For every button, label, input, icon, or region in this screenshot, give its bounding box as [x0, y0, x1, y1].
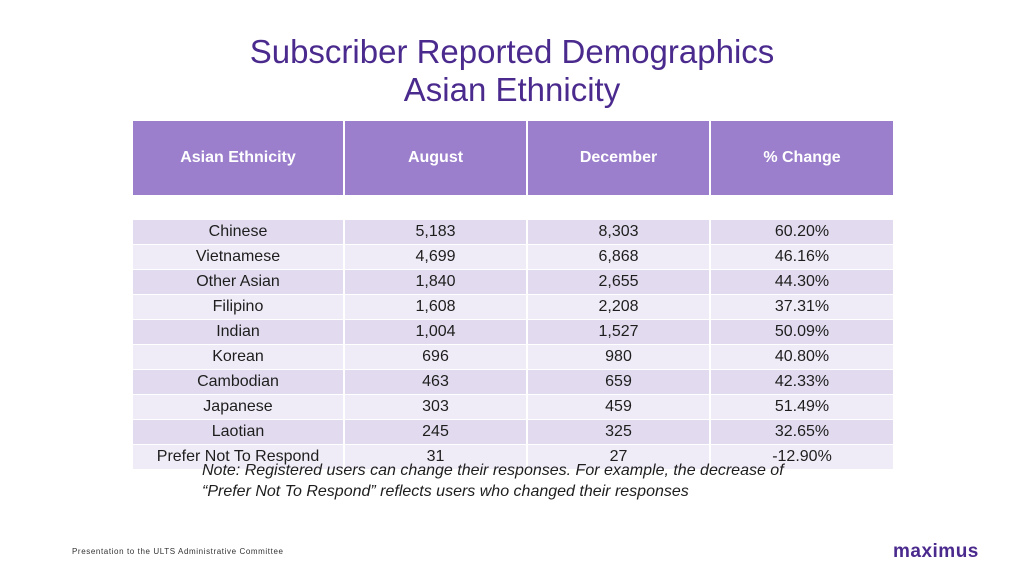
table-note: Note: Registered users can change their … [202, 460, 882, 502]
cell-change: 40.80% [711, 345, 893, 370]
cell-december: 27 [528, 445, 709, 470]
cell-december: 659 [528, 370, 709, 395]
ethnicity-table: Asian Ethnicity August December % Change… [131, 121, 895, 470]
cell-december: 459 [528, 395, 709, 420]
column-header-december: December [528, 121, 709, 195]
cell-december: 6,868 [528, 245, 709, 270]
cell-change: 32.65% [711, 420, 893, 445]
cell-ethnicity: Korean [133, 345, 343, 370]
cell-change: 51.49% [711, 395, 893, 420]
slide-title-line1: Subscriber Reported Demographics [249, 33, 775, 70]
cell-december: 2,208 [528, 295, 709, 320]
cell-ethnicity: Filipino [133, 295, 343, 320]
cell-change: 50.09% [711, 320, 893, 345]
cell-ethnicity: Japanese [133, 395, 343, 420]
column-header-change: % Change [711, 121, 893, 195]
table-row: Prefer Not To Respond 31 27 -12.90% [133, 445, 893, 470]
cell-august: 1,608 [345, 295, 526, 320]
cell-change: -12.90% [711, 445, 893, 470]
cell-december: 1,527 [528, 320, 709, 345]
table-header-row: Asian Ethnicity August December % Change [133, 121, 893, 195]
cell-ethnicity: Other Asian [133, 270, 343, 295]
cell-august: 1,004 [345, 320, 526, 345]
cell-ethnicity: Laotian [133, 420, 343, 445]
table-row: Filipino 1,608 2,208 37.31% [133, 295, 893, 320]
cell-change: 46.16% [711, 245, 893, 270]
slide-title: Subscriber Reported Demographics Asian E… [0, 33, 1024, 109]
column-header-ethnicity: Asian Ethnicity [133, 121, 343, 195]
footer-presentation-text: Presentation to the ULTS Administrative … [72, 547, 284, 556]
cell-ethnicity: Vietnamese [133, 245, 343, 270]
table-row: Cambodian 463 659 42.33% [133, 370, 893, 395]
cell-december: 8,303 [528, 220, 709, 245]
cell-august: 696 [345, 345, 526, 370]
note-line2: “Prefer Not To Respond” reflects users w… [202, 483, 689, 500]
cell-august: 463 [345, 370, 526, 395]
table-row: Japanese 303 459 51.49% [133, 395, 893, 420]
cell-august: 5,183 [345, 220, 526, 245]
cell-ethnicity: Prefer Not To Respond [133, 445, 343, 470]
cell-ethnicity: Chinese [133, 220, 343, 245]
note-line1: Note: Registered users can change their … [202, 462, 784, 479]
cell-ethnicity: Cambodian [133, 370, 343, 395]
cell-change: 42.33% [711, 370, 893, 395]
cell-december: 2,655 [528, 270, 709, 295]
table-row: Vietnamese 4,699 6,868 46.16% [133, 245, 893, 270]
table-row: Other Asian 1,840 2,655 44.30% [133, 270, 893, 295]
table-row: Korean 696 980 40.80% [133, 345, 893, 370]
slide-title-line2: Asian Ethnicity [403, 71, 621, 108]
cell-change: 44.30% [711, 270, 893, 295]
cell-august: 303 [345, 395, 526, 420]
cell-change: 60.20% [711, 220, 893, 245]
table-row: Laotian 245 325 32.65% [133, 420, 893, 445]
cell-december: 325 [528, 420, 709, 445]
cell-august: 245 [345, 420, 526, 445]
maximus-logo: maximus [893, 541, 979, 562]
column-header-august: August [345, 121, 526, 195]
table-row: Indian 1,004 1,527 50.09% [133, 320, 893, 345]
cell-august: 31 [345, 445, 526, 470]
cell-august: 4,699 [345, 245, 526, 270]
cell-august: 1,840 [345, 270, 526, 295]
cell-change: 37.31% [711, 295, 893, 320]
table-row: Chinese 5,183 8,303 60.20% [133, 220, 893, 245]
cell-ethnicity: Indian [133, 320, 343, 345]
cell-december: 980 [528, 345, 709, 370]
